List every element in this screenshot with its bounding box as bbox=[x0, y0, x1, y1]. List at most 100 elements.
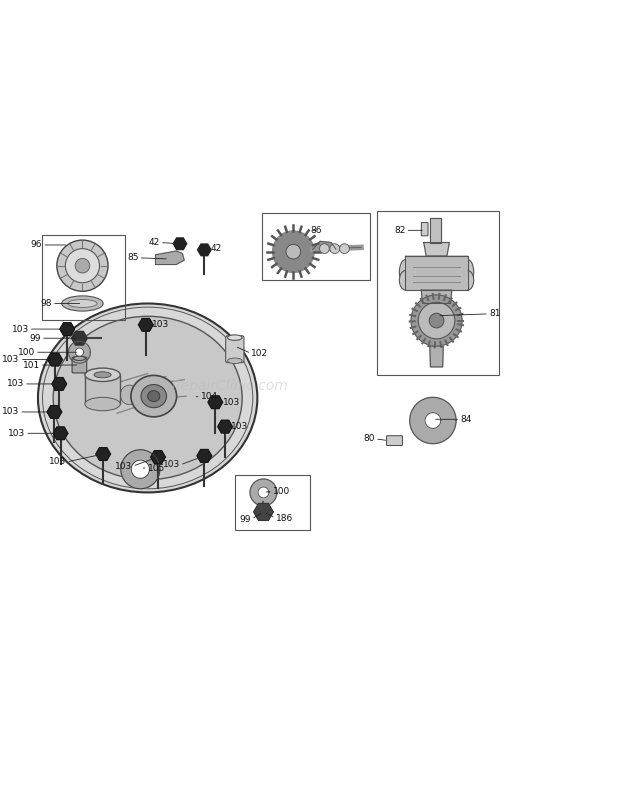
Text: 102: 102 bbox=[251, 349, 268, 358]
Bar bbox=[42, 235, 125, 320]
Ellipse shape bbox=[157, 389, 172, 406]
Ellipse shape bbox=[399, 270, 412, 290]
Polygon shape bbox=[96, 448, 110, 460]
FancyBboxPatch shape bbox=[387, 435, 402, 445]
Text: 80: 80 bbox=[363, 435, 375, 444]
Polygon shape bbox=[410, 397, 456, 444]
Polygon shape bbox=[47, 406, 62, 419]
Text: 82: 82 bbox=[394, 226, 405, 235]
Ellipse shape bbox=[85, 368, 120, 382]
Bar bbox=[262, 213, 370, 281]
Text: 81: 81 bbox=[489, 310, 500, 318]
Circle shape bbox=[330, 244, 340, 253]
Ellipse shape bbox=[94, 372, 111, 378]
Ellipse shape bbox=[461, 270, 474, 290]
Text: 186: 186 bbox=[276, 513, 293, 523]
Text: 100: 100 bbox=[273, 487, 290, 496]
Polygon shape bbox=[218, 420, 232, 433]
Polygon shape bbox=[430, 218, 441, 242]
Text: 99: 99 bbox=[30, 334, 41, 342]
Ellipse shape bbox=[53, 316, 242, 480]
Circle shape bbox=[57, 240, 108, 291]
Polygon shape bbox=[131, 460, 149, 479]
Polygon shape bbox=[52, 378, 66, 391]
FancyBboxPatch shape bbox=[422, 222, 428, 236]
Ellipse shape bbox=[228, 358, 242, 363]
Circle shape bbox=[65, 249, 99, 283]
Ellipse shape bbox=[228, 335, 242, 340]
Text: 101: 101 bbox=[22, 361, 40, 370]
Text: 84: 84 bbox=[460, 415, 472, 423]
Polygon shape bbox=[75, 348, 84, 357]
Polygon shape bbox=[53, 427, 68, 439]
Circle shape bbox=[340, 244, 350, 253]
Text: 103: 103 bbox=[231, 422, 249, 431]
Ellipse shape bbox=[131, 375, 177, 417]
Text: 100: 100 bbox=[17, 348, 35, 357]
Polygon shape bbox=[423, 242, 450, 256]
Polygon shape bbox=[156, 251, 184, 265]
Text: 104: 104 bbox=[201, 392, 218, 401]
Text: RepairClinic.com: RepairClinic.com bbox=[172, 379, 288, 393]
Ellipse shape bbox=[141, 384, 167, 407]
Polygon shape bbox=[258, 487, 269, 498]
Ellipse shape bbox=[461, 260, 474, 284]
Polygon shape bbox=[48, 353, 63, 366]
Ellipse shape bbox=[148, 391, 160, 402]
Circle shape bbox=[286, 245, 301, 259]
FancyBboxPatch shape bbox=[72, 357, 87, 373]
Polygon shape bbox=[71, 331, 87, 345]
Polygon shape bbox=[254, 504, 273, 520]
Circle shape bbox=[319, 244, 329, 253]
Polygon shape bbox=[121, 450, 160, 488]
Ellipse shape bbox=[139, 387, 156, 405]
Text: 86: 86 bbox=[311, 226, 322, 235]
Bar bbox=[85, 375, 120, 404]
Polygon shape bbox=[60, 322, 74, 335]
Polygon shape bbox=[197, 449, 211, 462]
Polygon shape bbox=[425, 412, 441, 428]
Text: 103: 103 bbox=[50, 457, 66, 467]
Text: 103: 103 bbox=[2, 407, 19, 416]
Circle shape bbox=[418, 302, 455, 338]
Polygon shape bbox=[422, 290, 452, 303]
Polygon shape bbox=[430, 346, 443, 367]
Text: 96: 96 bbox=[31, 241, 42, 249]
Text: 103: 103 bbox=[223, 398, 240, 407]
Bar bbox=[235, 476, 311, 530]
Ellipse shape bbox=[399, 260, 412, 284]
Circle shape bbox=[75, 258, 90, 273]
Polygon shape bbox=[273, 231, 314, 273]
Circle shape bbox=[411, 295, 462, 346]
Polygon shape bbox=[138, 318, 153, 331]
Text: 103: 103 bbox=[8, 429, 25, 438]
Ellipse shape bbox=[62, 296, 103, 311]
Text: 42: 42 bbox=[210, 244, 222, 253]
Text: 85: 85 bbox=[127, 253, 138, 262]
Text: 103: 103 bbox=[115, 462, 133, 471]
Polygon shape bbox=[208, 396, 223, 408]
Text: 103: 103 bbox=[7, 379, 24, 388]
Text: 103: 103 bbox=[162, 460, 180, 469]
Polygon shape bbox=[198, 244, 211, 256]
Text: 103: 103 bbox=[12, 325, 29, 334]
Polygon shape bbox=[250, 479, 277, 506]
Ellipse shape bbox=[120, 385, 138, 405]
Text: 105: 105 bbox=[148, 464, 165, 472]
Polygon shape bbox=[405, 256, 467, 290]
Bar bbox=[378, 211, 499, 375]
Text: 42: 42 bbox=[149, 238, 160, 247]
Ellipse shape bbox=[68, 299, 97, 307]
Text: 103: 103 bbox=[152, 320, 169, 330]
Text: 99: 99 bbox=[240, 515, 251, 524]
Ellipse shape bbox=[73, 356, 86, 360]
Polygon shape bbox=[173, 238, 187, 249]
Polygon shape bbox=[313, 241, 336, 249]
Polygon shape bbox=[151, 451, 166, 464]
Polygon shape bbox=[68, 342, 91, 363]
Ellipse shape bbox=[38, 303, 257, 492]
Circle shape bbox=[429, 314, 444, 328]
Text: 98: 98 bbox=[40, 299, 52, 308]
FancyBboxPatch shape bbox=[226, 336, 244, 363]
Ellipse shape bbox=[85, 397, 120, 411]
